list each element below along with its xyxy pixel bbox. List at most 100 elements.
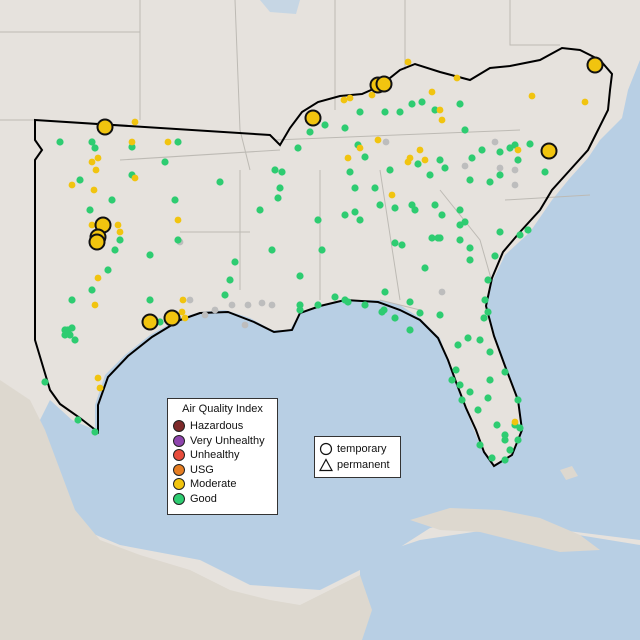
good-marker bbox=[56, 138, 64, 146]
temporary-monitor-marker bbox=[304, 109, 322, 127]
temporary-monitor-marker bbox=[375, 75, 393, 93]
good-marker bbox=[171, 196, 179, 204]
usg-swatch bbox=[173, 463, 185, 476]
moderate-swatch bbox=[173, 478, 185, 491]
good-marker bbox=[496, 148, 504, 156]
moderate-marker bbox=[94, 374, 102, 382]
study-region-boundary bbox=[34, 46, 614, 468]
good-swatch bbox=[173, 492, 185, 505]
good-marker bbox=[408, 201, 416, 209]
moderate-marker bbox=[404, 58, 412, 66]
good-marker bbox=[341, 124, 349, 132]
legend-item-unhealthy: Unhealthy bbox=[168, 448, 277, 463]
triangle-outline-icon bbox=[319, 458, 333, 472]
good-marker bbox=[501, 431, 509, 439]
no-data-marker bbox=[186, 296, 194, 304]
good-marker bbox=[321, 121, 329, 129]
moderate-marker bbox=[346, 94, 354, 102]
no-data-marker bbox=[201, 311, 209, 319]
good-marker bbox=[484, 308, 492, 316]
good-marker bbox=[466, 244, 474, 252]
great-lakes bbox=[260, 0, 300, 14]
no-data-marker bbox=[511, 166, 519, 174]
temporary-monitor-marker bbox=[586, 56, 604, 74]
good-marker bbox=[496, 171, 504, 179]
good-marker bbox=[221, 291, 229, 299]
moderate-marker bbox=[114, 221, 122, 229]
no-data-marker bbox=[211, 306, 219, 314]
good-marker bbox=[456, 381, 464, 389]
moderate-marker bbox=[179, 296, 187, 304]
legend-item-label: Moderate bbox=[190, 478, 237, 491]
mexico-land bbox=[0, 380, 372, 640]
good-marker bbox=[496, 228, 504, 236]
moderate-marker bbox=[404, 158, 412, 166]
good-marker bbox=[466, 388, 474, 396]
moderate-marker bbox=[181, 314, 189, 322]
good-marker bbox=[391, 239, 399, 247]
legend-item-good: Good bbox=[168, 492, 277, 507]
moderate-marker bbox=[453, 74, 461, 82]
no-data-marker bbox=[244, 301, 252, 309]
good-marker bbox=[456, 236, 464, 244]
legend-item-label: permanent bbox=[337, 459, 390, 471]
good-marker bbox=[351, 184, 359, 192]
no-data-marker bbox=[491, 138, 499, 146]
good-marker bbox=[376, 201, 384, 209]
good-marker bbox=[86, 206, 94, 214]
legend-item-moderate: Moderate bbox=[168, 477, 277, 492]
good-marker bbox=[524, 226, 532, 234]
good-marker bbox=[418, 98, 426, 106]
good-marker bbox=[501, 436, 509, 444]
good-marker bbox=[414, 160, 422, 168]
good-marker bbox=[341, 211, 349, 219]
good-marker bbox=[456, 100, 464, 108]
moderate-marker bbox=[94, 274, 102, 282]
good-marker bbox=[306, 128, 314, 136]
good-marker bbox=[296, 306, 304, 314]
good-marker bbox=[68, 296, 76, 304]
good-marker bbox=[361, 153, 369, 161]
state-boundaries bbox=[0, 0, 591, 311]
good-marker bbox=[486, 178, 494, 186]
good-marker bbox=[456, 221, 464, 229]
good-marker bbox=[351, 208, 359, 216]
moderate-marker bbox=[438, 116, 446, 124]
good-marker bbox=[88, 138, 96, 146]
good-marker bbox=[231, 258, 239, 266]
good-marker bbox=[466, 176, 474, 184]
good-marker bbox=[484, 394, 492, 402]
good-marker bbox=[91, 144, 99, 152]
moderate-marker bbox=[174, 216, 182, 224]
legend-item-label: Hazardous bbox=[190, 420, 244, 433]
good-marker bbox=[146, 296, 154, 304]
moderate-marker bbox=[88, 221, 96, 229]
good-marker bbox=[406, 298, 414, 306]
good-marker bbox=[371, 184, 379, 192]
good-marker bbox=[506, 144, 514, 152]
good-marker bbox=[76, 176, 84, 184]
good-marker bbox=[391, 204, 399, 212]
moderate-marker bbox=[511, 418, 519, 426]
temporary-monitor-marker bbox=[163, 309, 181, 327]
good-marker bbox=[88, 286, 96, 294]
circle-outline-icon bbox=[319, 442, 333, 456]
no-data-marker bbox=[461, 162, 469, 170]
good-marker bbox=[294, 144, 302, 152]
good-marker bbox=[484, 276, 492, 284]
good-marker bbox=[488, 454, 496, 462]
good-marker bbox=[331, 293, 339, 301]
moderate-marker bbox=[164, 138, 172, 146]
aqi-legend: Air Quality Index Hazardous Very Unhealt… bbox=[167, 398, 278, 515]
legend-item-usg: USG bbox=[168, 463, 277, 478]
good-marker bbox=[91, 428, 99, 436]
good-marker bbox=[61, 331, 69, 339]
legend-item-label: Very Unhealthy bbox=[190, 434, 265, 447]
good-marker bbox=[341, 296, 349, 304]
moderate-marker bbox=[68, 181, 76, 189]
good-marker bbox=[501, 456, 509, 464]
good-marker bbox=[111, 246, 119, 254]
moderate-marker bbox=[514, 146, 522, 154]
moderate-marker bbox=[92, 166, 100, 174]
